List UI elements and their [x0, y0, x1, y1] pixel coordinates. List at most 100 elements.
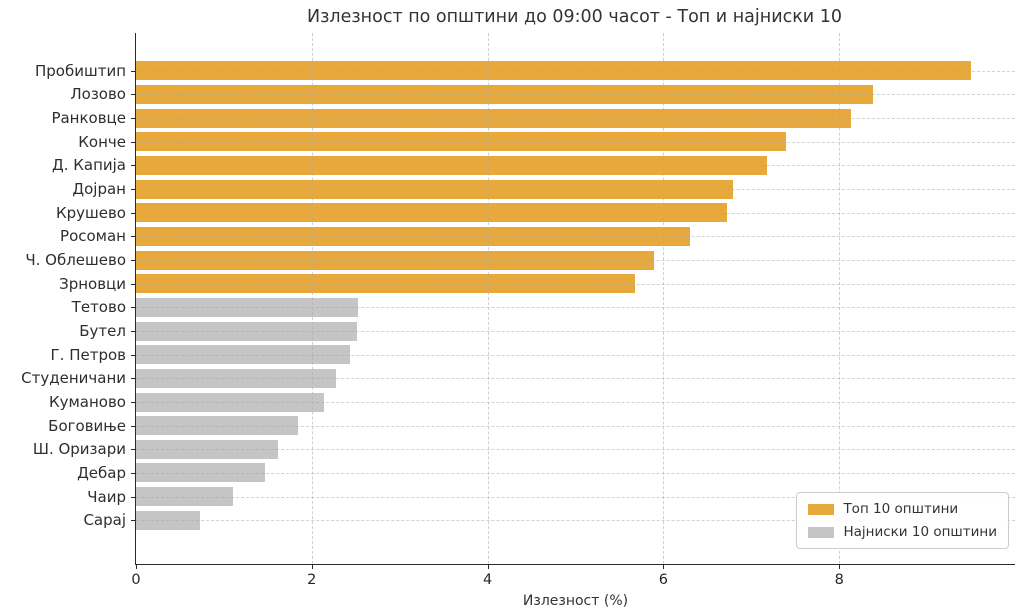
y-tick-label: Пробиштип: [35, 61, 126, 80]
y-tick-label: Куманово: [48, 393, 126, 412]
y-tick-label: Боговиње: [48, 416, 126, 435]
y-tick-label: Сарај: [83, 511, 126, 530]
y-tick-label: Тетово: [71, 298, 126, 317]
y-gridline: [136, 212, 1015, 214]
y-tick-label: Лозово: [70, 85, 126, 104]
y-tick-mark: [131, 283, 136, 285]
x-tick-label: 6: [658, 572, 669, 588]
y-tick-mark: [131, 165, 136, 167]
bar-row: Бутел: [79, 319, 1015, 343]
y-gridline: [136, 118, 1015, 120]
x-tick-mark: [487, 564, 489, 569]
x-gridline: [487, 33, 489, 564]
bar-row: Дебар: [77, 461, 1015, 485]
legend-label-top10: Топ 10 општини: [843, 501, 959, 517]
y-tick-label: Бутел: [79, 322, 126, 341]
x-tick-mark: [136, 564, 137, 569]
bar-row: Пробиштип: [35, 59, 1015, 83]
y-tick-mark: [131, 212, 136, 214]
y-tick-label: Росоман: [60, 227, 126, 246]
y-tick-label: Ч. Облешево: [25, 251, 126, 270]
y-tick-mark: [131, 141, 136, 143]
y-tick-label: Дојран: [72, 180, 126, 199]
y-tick-label: Г. Петров: [50, 345, 126, 364]
bar-row: Лозово: [70, 83, 1015, 107]
y-gridline: [136, 283, 1015, 285]
y-gridline: [136, 307, 1015, 309]
x-tick-mark: [663, 564, 665, 569]
bar-row: Конче: [78, 130, 1015, 154]
bar-row: Ч. Облешево: [25, 248, 1015, 272]
x-tick-mark: [311, 564, 313, 569]
y-gridline: [136, 472, 1015, 474]
x-gridline: [311, 33, 313, 564]
x-gridline: [839, 33, 841, 564]
y-gridline: [136, 354, 1015, 356]
y-tick-label: Студеничани: [21, 369, 126, 388]
y-gridline: [136, 331, 1015, 333]
y-tick-mark: [131, 118, 136, 120]
chart-title: Излезност по општини до 09:00 часот - То…: [307, 7, 842, 27]
y-tick-mark: [131, 378, 136, 380]
y-gridline: [136, 496, 1015, 498]
y-tick-label: Д. Капија: [51, 156, 126, 175]
y-tick-label: Ш. Оризари: [32, 440, 126, 459]
bar-row: Росоман: [60, 225, 1015, 249]
bar-row: Тетово: [72, 296, 1015, 320]
x-tick-label: 8: [834, 572, 844, 588]
y-gridline: [136, 402, 1015, 404]
y-tick-mark: [131, 449, 136, 451]
x-tick-mark: [839, 564, 841, 569]
bar-row: Д. Капија: [52, 154, 1015, 178]
y-tick-label: Чаир: [87, 487, 126, 506]
y-gridline: [136, 449, 1015, 451]
y-gridline: [136, 520, 1015, 522]
y-tick-label: Дебар: [77, 463, 126, 482]
x-axis-label: Излезност (%): [522, 593, 629, 609]
y-tick-mark: [131, 354, 136, 356]
bar-row: Студеничани: [21, 367, 1015, 391]
y-tick-mark: [131, 402, 136, 404]
y-gridline: [136, 70, 1015, 72]
y-gridline: [136, 189, 1015, 191]
legend-swatch-bottom10: [808, 526, 835, 538]
y-tick-label: Зрновци: [59, 274, 126, 293]
y-gridline: [136, 260, 1015, 262]
bar-row: Зрновци: [59, 272, 1015, 296]
y-tick-mark: [131, 236, 136, 238]
y-tick-label: Ранковце: [51, 109, 126, 128]
x-tick-label: 4: [482, 572, 493, 588]
y-gridline: [136, 425, 1015, 427]
legend-swatch-top10: [808, 503, 835, 515]
bar-row: Ранковце: [51, 106, 1015, 130]
bar-row: Крушево: [56, 201, 1015, 225]
x-gridline: [663, 33, 665, 564]
y-gridline: [136, 94, 1015, 96]
plot-area: Пробиштип Лозово Ранковце Конче Д. Капија Дој…: [21, 33, 1015, 609]
y-gridline: [136, 141, 1015, 143]
bar-row: Куманово: [49, 390, 1015, 414]
y-tick-mark: [131, 70, 136, 72]
bar-rows: Пробиштип Лозово Ранковце Конче Д. Капија Дој…: [21, 33, 1015, 564]
bar-row: Чаир: [87, 485, 1015, 509]
x-tick-label: 0: [131, 572, 141, 588]
legend-item-bottom10: Најниски 10 општини: [808, 524, 997, 540]
y-gridline: [136, 236, 1015, 238]
y-tick-mark: [131, 331, 136, 333]
y-tick-mark: [131, 94, 136, 96]
bar-row: Г. Петров: [51, 343, 1015, 367]
bar-row: Сарај: [83, 508, 1015, 532]
bar-row: Дојран: [72, 177, 1015, 201]
bar-row: Ш. Оризари: [33, 438, 1015, 462]
legend-label-bottom10: Најниски 10 општини: [843, 524, 997, 540]
legend: Топ 10 општини Најниски 10 општини: [796, 492, 1009, 549]
y-tick-mark: [131, 189, 136, 191]
y-gridline: [136, 378, 1015, 380]
y-tick-mark: [131, 496, 136, 498]
legend-item-top10: Топ 10 општини: [808, 501, 997, 517]
y-tick-mark: [131, 425, 136, 427]
y-tick-mark: [131, 260, 136, 262]
y-tick-mark: [131, 307, 136, 309]
y-tick-mark: [131, 472, 136, 474]
